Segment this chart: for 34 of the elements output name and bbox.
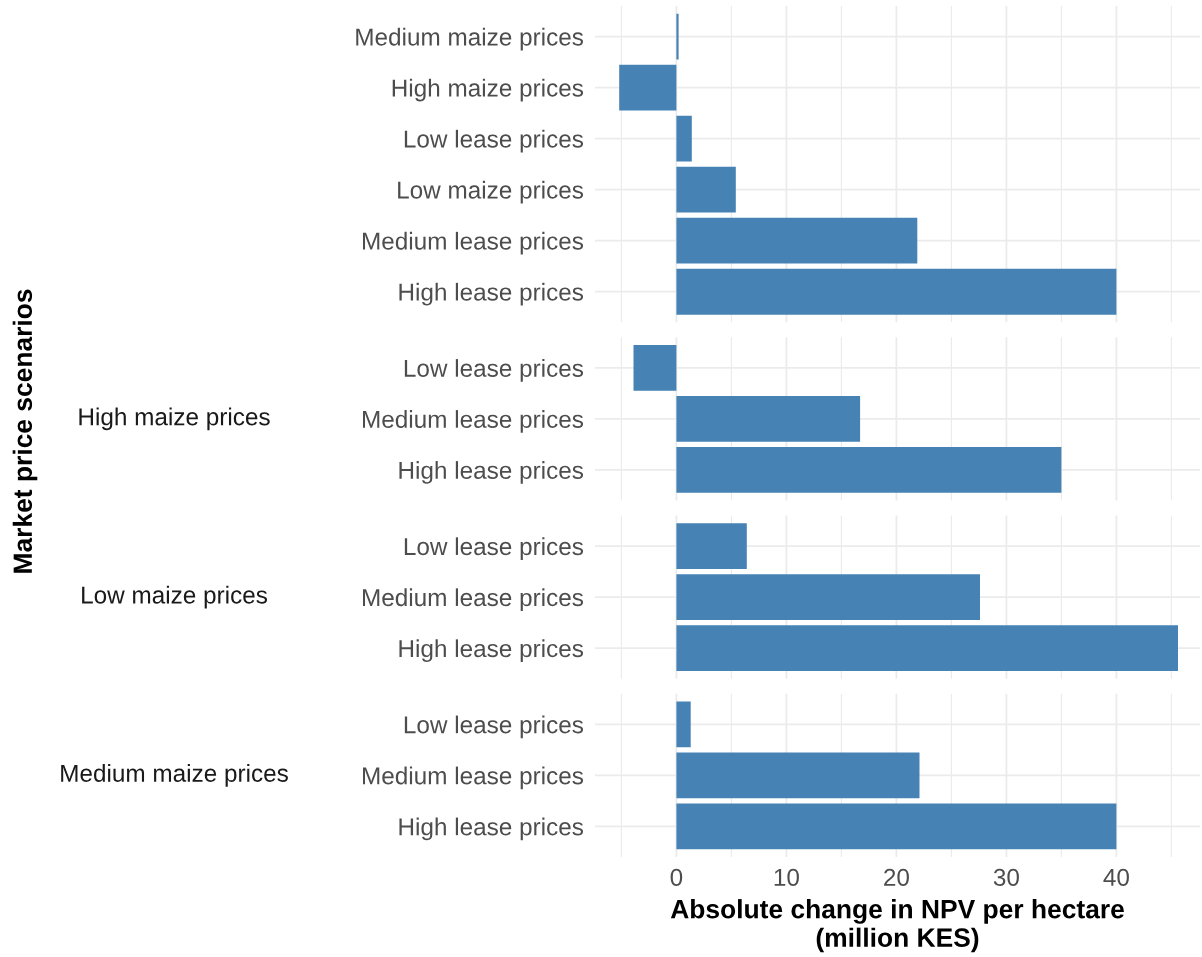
y-tick-label: High maize prices (392, 78, 584, 102)
y-tick-label: High lease prices (399, 461, 584, 484)
y-tick-label: Medium lease prices (363, 588, 584, 611)
x-tick-label: 30 (993, 868, 1019, 886)
x-axis-title: Absolute change in NPV per hectare (million KES) (670, 899, 1124, 953)
y-tick-label: Low lease prices (404, 537, 584, 560)
y-tick-label: Medium lease prices (363, 410, 584, 433)
y-tick-label: Low lease prices (404, 359, 584, 382)
bar (676, 217, 918, 264)
y-tick-label: High lease prices (399, 639, 584, 662)
bar (676, 13, 679, 60)
y-tick-label: Low lease prices (404, 129, 584, 153)
y-tick-label: Low maize prices (398, 180, 584, 204)
text: High maize prices (79, 407, 270, 431)
x-tick-label: 10 (774, 868, 799, 886)
bar (619, 64, 677, 111)
x-tick-label: 20 (884, 868, 909, 886)
bar (676, 268, 1117, 315)
x-tick-label: 0 (670, 868, 683, 886)
y-tick-label: Medium lease prices (363, 231, 584, 255)
text: Low maize prices (82, 585, 268, 609)
bar (676, 752, 920, 799)
y-tick-label: Low lease prices (404, 715, 584, 739)
y-tick-label: High lease prices (399, 282, 584, 306)
bar (676, 115, 692, 162)
text: Medium maize prices (61, 764, 288, 787)
y-tick-label: Medium maize prices (356, 27, 584, 51)
y-tick-label: High lease prices (399, 817, 584, 841)
bar (676, 803, 1117, 850)
bar (676, 166, 736, 213)
bar (676, 701, 691, 748)
y-tick-label: Medium lease prices (363, 766, 584, 790)
y-axis-title: Market price scenarios (12, 289, 38, 573)
x-tick-label: 40 (1103, 868, 1129, 886)
